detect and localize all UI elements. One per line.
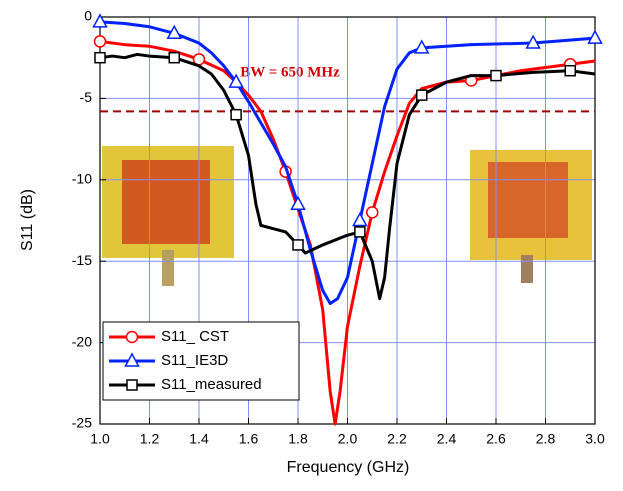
- y-axis-label: S11 (dB): [19, 189, 36, 251]
- x-tick-label: 2.6: [486, 431, 506, 447]
- y-tick-label: -25: [72, 415, 92, 431]
- legend-marker: [125, 330, 139, 344]
- series-line: [99, 52, 596, 301]
- marker: [92, 13, 108, 28]
- photo-left: [102, 146, 234, 286]
- marker: [352, 211, 368, 227]
- axes-frame: [99, 16, 596, 425]
- marker: [93, 35, 107, 48]
- marker: [166, 24, 183, 40]
- y-tick-label: -10: [72, 171, 92, 187]
- marker: [564, 64, 576, 77]
- x-tick-label: 3.0: [585, 431, 605, 447]
- marker: [354, 226, 366, 238]
- marker: [416, 89, 428, 101]
- x-tick-label: 1.4: [189, 431, 209, 447]
- legend-label: S11_IE3D: [161, 352, 228, 369]
- marker: [587, 29, 603, 44]
- annotation: BW = 650 MHz: [240, 64, 340, 80]
- x-tick-label: 2.2: [387, 431, 407, 447]
- photo-right: [470, 150, 592, 283]
- x-tick-label: 1.8: [288, 431, 308, 447]
- marker: [525, 34, 541, 49]
- x-tick-label: 1.6: [239, 431, 259, 447]
- legend-label: S11_measured: [161, 376, 262, 393]
- marker: [168, 51, 180, 64]
- y-tick-label: -15: [72, 252, 92, 268]
- marker: [366, 206, 379, 219]
- x-tick-label: 2.0: [338, 431, 358, 447]
- y-tick-label: -5: [80, 89, 93, 105]
- x-tick-label: 2.8: [536, 431, 556, 447]
- x-tick-label: 2.4: [437, 431, 457, 447]
- marker: [292, 239, 304, 251]
- marker: [228, 73, 244, 88]
- marker: [413, 39, 430, 54]
- y-tick-label: -20: [72, 333, 92, 349]
- marker: [94, 51, 106, 64]
- y-tick-label: 0: [84, 8, 92, 24]
- legend-marker: [126, 379, 138, 391]
- marker: [230, 108, 242, 121]
- x-tick-label: 1.2: [140, 431, 160, 447]
- legend-marker: [124, 352, 140, 367]
- x-axis-label: Frequency (GHz): [287, 459, 410, 476]
- marker: [490, 69, 502, 82]
- marker: [290, 195, 306, 210]
- legend-label: S11_ CST: [161, 328, 229, 345]
- x-tick-label: 1.0: [90, 431, 110, 447]
